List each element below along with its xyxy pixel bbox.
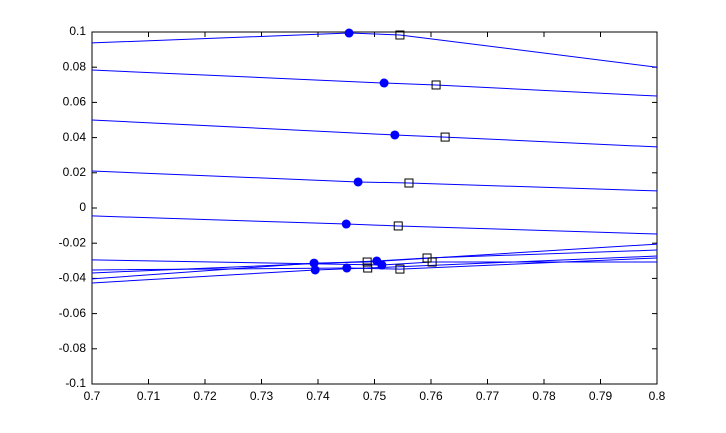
y-tick-label: 0.02: [63, 165, 87, 179]
x-tick-label: 0.73: [250, 389, 274, 403]
square-marker: [395, 30, 405, 40]
x-tick-label: 0.75: [363, 389, 387, 403]
circle-marker: [309, 258, 319, 268]
square-marker: [427, 257, 437, 267]
data-line: [91, 69, 658, 97]
circle-marker: [344, 28, 354, 38]
y-tick-label: -0.02: [59, 235, 87, 249]
circle-marker: [390, 130, 400, 140]
x-tick-label: 0.74: [306, 389, 330, 403]
data-line: [91, 32, 658, 68]
y-tick-label: 0.08: [63, 59, 87, 73]
x-tick-label: 0.72: [193, 389, 217, 403]
circle-marker: [379, 78, 389, 88]
square-marker: [440, 132, 450, 142]
y-tick-label: -0.04: [59, 271, 87, 285]
x-tick-label: 0.78: [532, 389, 556, 403]
square-marker: [395, 264, 405, 274]
x-tick-label: 0.76: [419, 389, 443, 403]
y-tick-label: -0.1: [65, 376, 86, 390]
data-line: [91, 249, 658, 274]
square-marker: [363, 263, 373, 273]
y-tick-label: 0.06: [63, 95, 87, 109]
y-tick-label: 0.1: [69, 24, 86, 38]
circle-marker: [342, 263, 352, 273]
square-marker: [404, 178, 414, 188]
circle-marker: [341, 219, 351, 229]
x-tick-label: 0.71: [137, 389, 161, 403]
x-tick-label: 0.77: [476, 389, 500, 403]
circle-marker: [353, 177, 363, 187]
data-line: [91, 119, 658, 148]
x-tick-label: 0.7: [84, 389, 101, 403]
data-line: [91, 259, 657, 266]
square-marker: [431, 80, 441, 90]
circle-marker: [310, 265, 320, 275]
y-tick-label: 0: [79, 200, 86, 214]
square-marker: [393, 221, 403, 231]
x-tick-label: 0.8: [649, 389, 666, 403]
square-marker: [362, 257, 372, 267]
y-tick-label: -0.06: [59, 306, 87, 320]
y-tick-label: -0.08: [59, 341, 87, 355]
circle-marker: [377, 260, 387, 270]
data-line: [91, 170, 658, 192]
x-tick-label: 0.79: [589, 389, 613, 403]
data-line: [91, 257, 658, 271]
plot-area: [91, 31, 658, 385]
y-tick-label: 0.04: [63, 130, 87, 144]
data-line: [91, 215, 658, 235]
